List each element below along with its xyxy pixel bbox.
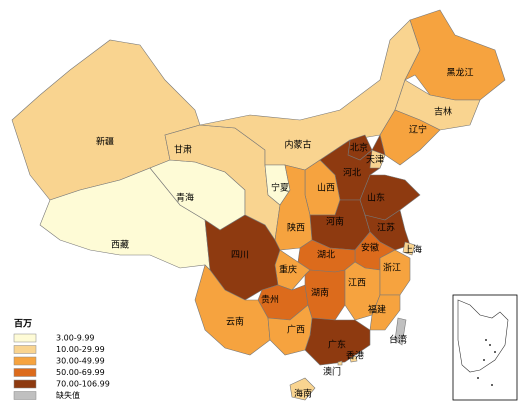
province [369, 149, 386, 169]
province-label: 宁夏 [271, 182, 289, 194]
legend-label: 3.00-9.99 [56, 334, 95, 343]
inset-coast [457, 299, 509, 373]
province-label: 山东 [367, 192, 385, 204]
province-label: 山西 [317, 183, 335, 194]
legend-swatch [13, 368, 37, 377]
province [267, 304, 313, 356]
province-label: 澳门 [323, 366, 341, 378]
province-label: 安徽 [361, 242, 379, 254]
province-label: 四川 [231, 251, 249, 261]
province-label: 天津 [366, 155, 384, 166]
province [349, 355, 358, 363]
province-label: 河北 [343, 167, 361, 179]
province-label: 海南 [294, 388, 312, 400]
province-label: 江西 [348, 278, 366, 289]
inset-frame [452, 294, 518, 401]
province-label: 内蒙古 [284, 139, 311, 151]
legend-swatch [13, 345, 37, 354]
legend-swatch [13, 379, 37, 389]
province-label: 辽宁 [409, 124, 427, 136]
legend-title: 百万 [14, 319, 32, 330]
legend-label: 30.00-49.99 [56, 357, 105, 366]
province-label: 台湾 [389, 334, 407, 346]
province [394, 317, 407, 346]
legend-swatch [13, 356, 37, 366]
province-label: 江苏 [377, 222, 395, 234]
legend-label: 10.00-29.99 [56, 345, 105, 354]
province-label: 浙江 [383, 262, 401, 274]
legend-swatch [13, 391, 37, 400]
province-label: 河南 [326, 216, 344, 228]
province-label: 湖南 [311, 287, 329, 299]
province-label: 新疆 [96, 136, 114, 148]
inset-islands [477, 339, 496, 386]
province [304, 269, 346, 321]
province [379, 249, 411, 296]
legend-label: 50.00-69.99 [56, 368, 105, 377]
province-label: 甘肃 [174, 144, 192, 156]
province-label: 重庆 [279, 264, 297, 276]
province-label: 云南 [226, 316, 244, 328]
legend-label: 70.00-106.99 [56, 380, 110, 389]
legend-swatch [13, 333, 37, 343]
legend-label: 缺失值 [56, 390, 80, 400]
province-label: 黑龙江 [446, 67, 473, 79]
province [337, 360, 343, 366]
province-label: 青海 [176, 192, 194, 204]
province [402, 241, 416, 256]
province-label: 吉林 [434, 106, 452, 118]
province-label: 香港 [346, 350, 364, 362]
province-label: 北京 [350, 142, 368, 154]
province [404, 9, 506, 101]
province [289, 377, 316, 401]
province-label: 广西 [287, 324, 305, 336]
province-label: 上海 [404, 244, 422, 256]
province-label: 广东 [328, 339, 346, 351]
province-label: 福建 [368, 304, 386, 316]
province-label: 陕西 [287, 222, 305, 234]
province-label: 西藏 [111, 239, 129, 251]
province-label: 湖北 [317, 250, 335, 261]
province-label: 贵州 [261, 294, 279, 306]
